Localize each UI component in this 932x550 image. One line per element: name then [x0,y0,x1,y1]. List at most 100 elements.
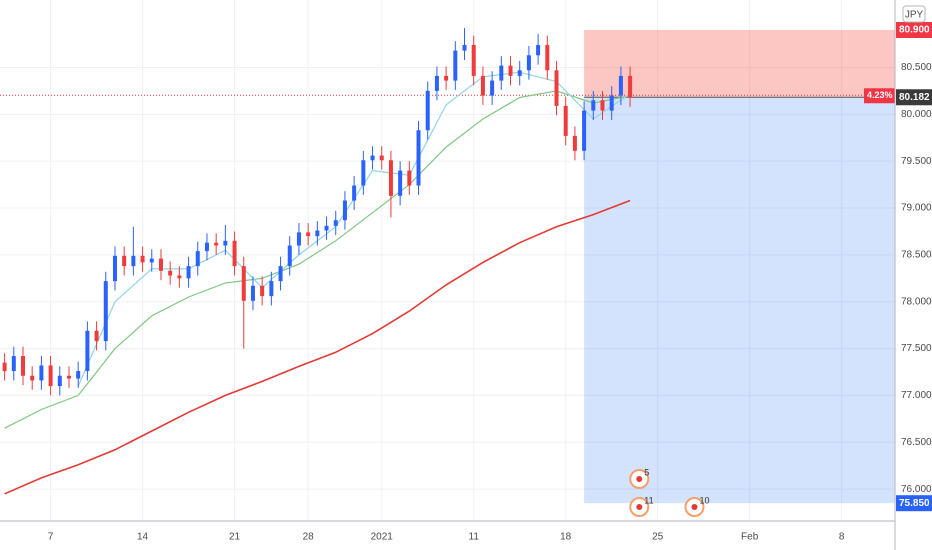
candle-body [342,200,347,221]
x-tick-label: 21 [229,532,241,543]
candle-body [517,70,522,76]
candle-body [416,130,421,186]
y-tick-label: 78.000 [901,296,932,307]
candle-body [600,100,605,111]
candle-body [628,75,633,98]
y-tick-label: 79.000 [901,203,932,214]
x-tick-label: Feb [741,532,759,543]
moving-average [4,199,631,495]
event-dot [691,504,698,510]
candle-body [269,281,274,297]
x-tick-label: 11 [469,532,480,543]
candle-body [66,375,71,379]
x-tick-label: 25 [652,532,664,543]
candle-body [609,95,614,111]
y-tick-label: 77.500 [901,343,932,354]
stop-zone [584,29,895,98]
candle-body [39,365,44,381]
currency-label: JPY [905,10,924,21]
candle-body [177,275,182,279]
candle-body [287,245,292,267]
candle-body [618,75,623,96]
percent-tag: 4.23% [867,90,893,100]
candle-body [388,160,393,196]
event-dot [636,476,643,482]
candle-body [140,255,145,263]
candle-body [572,135,577,151]
candle-body [168,270,173,276]
entry-tag-bg [896,89,932,106]
candle-body [324,225,329,231]
candle-body [11,356,16,372]
x-tick-label: 28 [303,532,315,543]
candle-body [195,251,200,267]
candle-body [333,220,338,226]
candle-body [57,375,62,387]
candle-body [563,105,568,136]
candle-body [499,65,504,81]
candle-body [186,266,191,279]
candle-body [536,44,541,56]
entry-tag: 80.182 [899,92,930,103]
candle-body [103,281,108,342]
candle-body [591,100,596,111]
candle-body [260,285,265,297]
candle-body [453,50,458,81]
currency-badge[interactable] [902,5,926,23]
candle-body [379,155,384,161]
x-tick-label: 18 [560,532,572,543]
candle-body [462,44,467,51]
y-tick-label: 78.500 [901,250,932,261]
candle-body [20,356,25,376]
candle-body [508,65,513,76]
event-count: 11 [644,495,653,505]
candle-body [131,255,136,267]
candle-body [407,170,412,186]
moving-average [4,90,631,429]
candle-body [232,240,237,267]
stop-tag-bg [896,21,932,38]
stop-tag: 80.900 [899,25,930,36]
candle-body [554,70,559,106]
candle-body [250,285,255,301]
candle-body [480,75,485,96]
event-count: 10 [699,495,709,505]
y-tick-label: 80.000 [901,109,932,120]
candle-body [352,185,357,201]
candle-body [582,110,587,151]
candle-body [241,266,246,301]
candle-body [545,44,550,71]
candle-body [30,375,35,381]
x-tick-label: 7 [48,532,54,543]
x-tick-label: 8 [839,532,845,543]
candle-body [278,266,283,282]
candle-body [2,362,7,372]
x-tick-label: 2021 [371,532,394,543]
candle-body [296,232,301,246]
y-tick-label: 76.000 [901,484,932,495]
target-zone [584,97,895,504]
candle-body [526,55,531,71]
candle-body [370,155,375,161]
candle-body [434,75,439,91]
candle-body [48,365,53,387]
candle-body [94,330,99,342]
event-dot [636,504,643,510]
candle-body [214,242,219,246]
candle-body [76,371,81,379]
candle-body [425,90,430,131]
candle-body [112,255,117,282]
percent-tag-bg [864,88,895,104]
y-tick-label: 76.500 [901,437,932,448]
event-count: 5 [644,467,649,477]
candle-body [85,330,90,372]
candle-body [361,160,366,186]
candle-body [306,232,311,237]
x-tick-label: 14 [137,532,149,543]
candle-body [122,255,127,267]
candle-body [149,258,154,263]
candle-body [204,242,209,252]
target-tag-bg [896,495,932,512]
